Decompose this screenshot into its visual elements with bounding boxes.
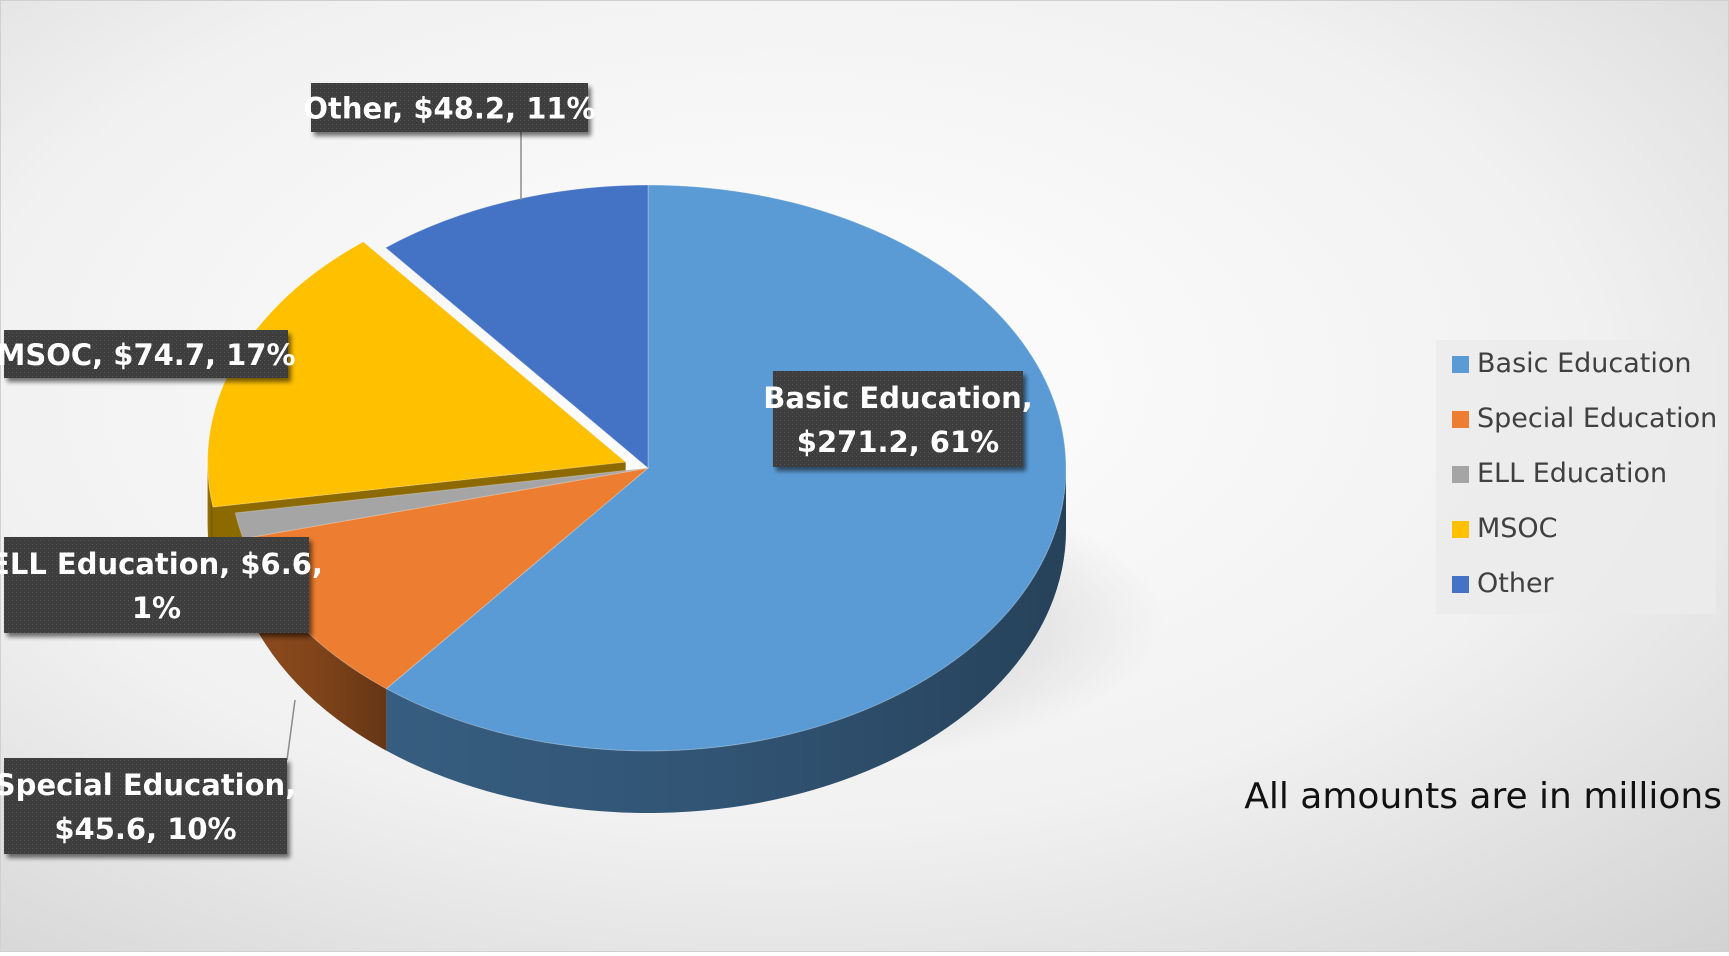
units-note: All amounts are in millions (1244, 776, 1722, 817)
pie-slice-other (384, 184, 649, 470)
data-label-box (4, 330, 288, 378)
legend-item-basic-education: Basic Education (1452, 348, 1691, 379)
legend-item-ell-education: ELL Education (1452, 458, 1667, 489)
legend-swatch (1452, 576, 1469, 593)
data-label-text: MSOC, $74.7, 17% (0, 338, 296, 372)
legend-label: MSOC (1477, 513, 1558, 544)
leader-line-special-education (286, 699, 296, 761)
data-label-basic-education: Basic Education, $271.2, 61% (763, 371, 1033, 467)
data-label-box (773, 371, 1023, 467)
data-label-other: Other, $48.2, 11% (303, 83, 596, 132)
data-label-box (4, 758, 287, 854)
data-label-text: ELL Education, $6.6, (0, 547, 323, 581)
legend-swatch (1452, 356, 1469, 373)
legend-label: Basic Education (1477, 348, 1691, 379)
legend-item-special-education: Special Education (1452, 403, 1717, 434)
data-label-ell-education: ELL Education, $6.6, 1% (0, 537, 323, 633)
data-label-msoc: MSOC, $74.7, 17% (0, 330, 296, 378)
legend-label: ELL Education (1477, 458, 1667, 489)
legend-item-other: Other (1452, 568, 1555, 599)
data-label-text: 1% (132, 591, 181, 625)
legend-item-msoc: MSOC (1452, 513, 1558, 544)
legend-swatch (1452, 411, 1469, 428)
data-label-text: Other, $48.2, 11% (303, 92, 595, 126)
data-label-special-education: Special Education, $45.6, 10% (0, 758, 296, 854)
legend-box (1436, 340, 1716, 614)
legend-label: Special Education (1477, 403, 1717, 434)
pie-slice-basic-education (385, 184, 1067, 752)
data-label-box (311, 83, 588, 132)
legend-label: Other (1477, 568, 1555, 599)
data-label-box (4, 537, 309, 633)
legend-swatch (1452, 521, 1469, 538)
data-label-text: Basic Education, (763, 381, 1033, 415)
pie-side-shading-special-education (243, 538, 387, 751)
pie-side-shading-basic-education (386, 468, 1067, 813)
data-label-text: $271.2, 61% (797, 425, 999, 459)
data-label-text: Special Education, (0, 768, 296, 802)
data-label-text: $45.6, 10% (54, 812, 236, 846)
legend-swatch (1452, 466, 1469, 483)
